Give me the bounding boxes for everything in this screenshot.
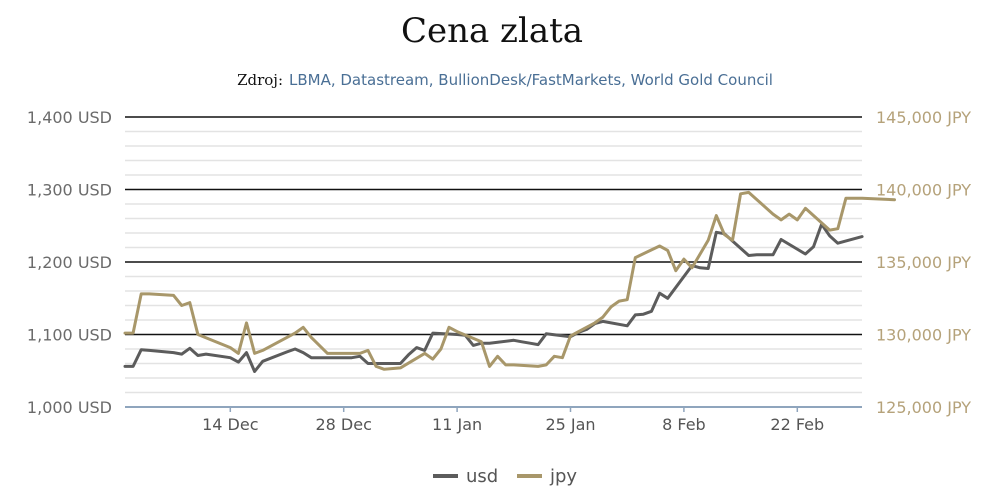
grid	[125, 116, 862, 408]
y-axis-left: 1,000 USD 1,100 USD 1,200 USD 1,300 USD 1,40…	[27, 108, 112, 417]
series-line-usd	[123, 222, 864, 373]
x-axis: 14 Dec 28 Dec 11 Jan 25 Jan 8 Feb 22 Feb	[202, 407, 824, 434]
x-tick-label: 8 Feb	[662, 415, 706, 434]
y-right-tick-label: 140,000 JPY	[876, 181, 971, 200]
y-right-tick-label: 130,000 JPY	[876, 326, 971, 345]
chart-title: Cena zlata	[401, 11, 583, 51]
y-right-tick-label: 125,000 JPY	[876, 398, 971, 417]
y-left-tick-label: 1,000 USD	[27, 398, 112, 417]
y-left-tick-label: 1,100 USD	[27, 326, 112, 345]
series-line-jpy	[123, 190, 896, 371]
x-tick-label: 14 Dec	[202, 415, 258, 434]
legend: usd jpy	[433, 466, 577, 487]
series-group	[123, 190, 896, 373]
x-tick-label: 25 Jan	[545, 415, 595, 434]
source-prefix: Zdroj:	[237, 71, 283, 89]
x-tick-label: 28 Dec	[315, 415, 371, 434]
y-left-tick-label: 1,400 USD	[27, 108, 112, 127]
y-left-tick-label: 1,200 USD	[27, 253, 112, 272]
legend-label-jpy: jpy	[549, 466, 577, 487]
y-right-tick-label: 145,000 JPY	[876, 108, 971, 127]
chart-source: Zdroj: LBMA, Datastream, BullionDesk/Fast…	[237, 71, 773, 89]
legend-item-jpy: jpy	[517, 466, 577, 487]
legend-item-usd: usd	[433, 466, 498, 487]
source-text: LBMA, Datastream, BullionDesk/FastMarket…	[289, 71, 773, 89]
x-tick-label: 22 Feb	[770, 415, 824, 434]
y-left-tick-label: 1,300 USD	[27, 181, 112, 200]
y-axis-right: 125,000 JPY 130,000 JPY 135,000 JPY 140,000…	[876, 108, 971, 417]
legend-label-usd: usd	[466, 466, 498, 487]
x-tick-label: 11 Jan	[432, 415, 482, 434]
y-right-tick-label: 135,000 JPY	[876, 253, 971, 272]
